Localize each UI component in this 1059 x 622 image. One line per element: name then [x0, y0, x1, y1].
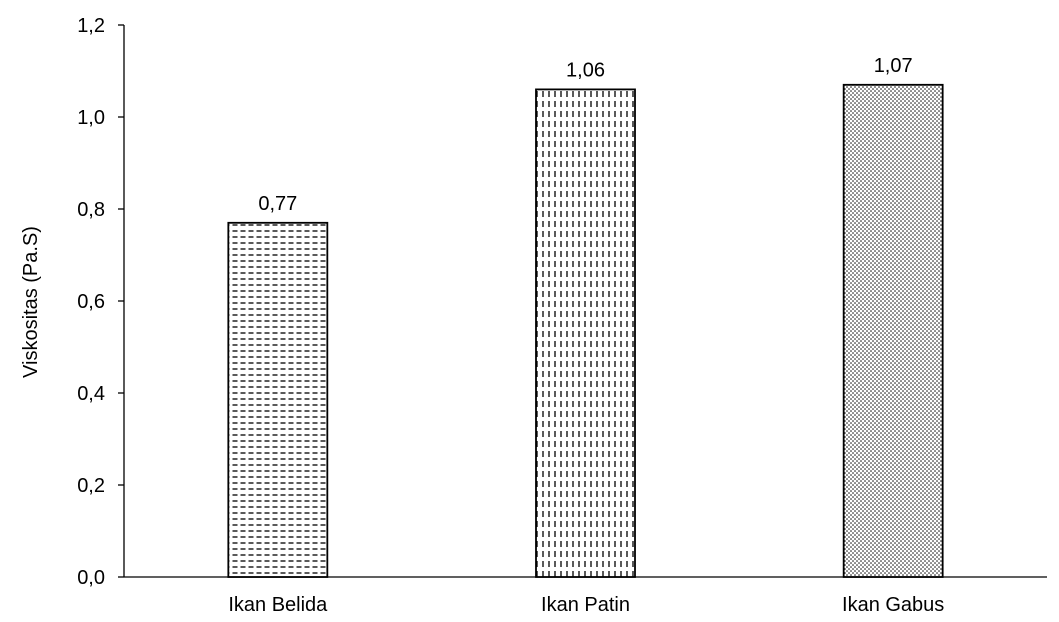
x-tick-label: Ikan Belida [228, 594, 328, 616]
y-tick-label: 1,0 [77, 107, 105, 129]
bars [227, 83, 944, 578]
y-tick-label: 0,6 [77, 291, 105, 313]
y-axis: 0,0 0,2 0,4 0,6 0,8 1,0 1,2 [77, 15, 125, 589]
y-tick-label: 0,2 [77, 475, 105, 497]
bar-value-label: 1,06 [566, 59, 605, 81]
y-tick-label: 0,4 [77, 383, 105, 405]
x-tick-label: Ikan Patin [541, 594, 630, 616]
bar-value-label: 0,77 [258, 193, 297, 215]
x-axis: Ikan Belida Ikan Patin Ikan Gabus [124, 576, 1047, 616]
y-axis-title: Viskositas (Pa.S) [20, 226, 42, 378]
y-tick-label: 1,2 [77, 15, 105, 37]
bar-value-label: 1,07 [874, 55, 913, 77]
bar-ikan-patin [535, 88, 636, 578]
data-labels: 0,77 1,06 1,07 [258, 55, 912, 215]
y-tick-label: 0,8 [77, 199, 105, 221]
y-tick-label: 0,0 [77, 567, 105, 589]
bar-ikan-gabus [842, 83, 944, 578]
bar-ikan-belida [227, 221, 329, 578]
x-tick-label: Ikan Gabus [842, 594, 944, 616]
